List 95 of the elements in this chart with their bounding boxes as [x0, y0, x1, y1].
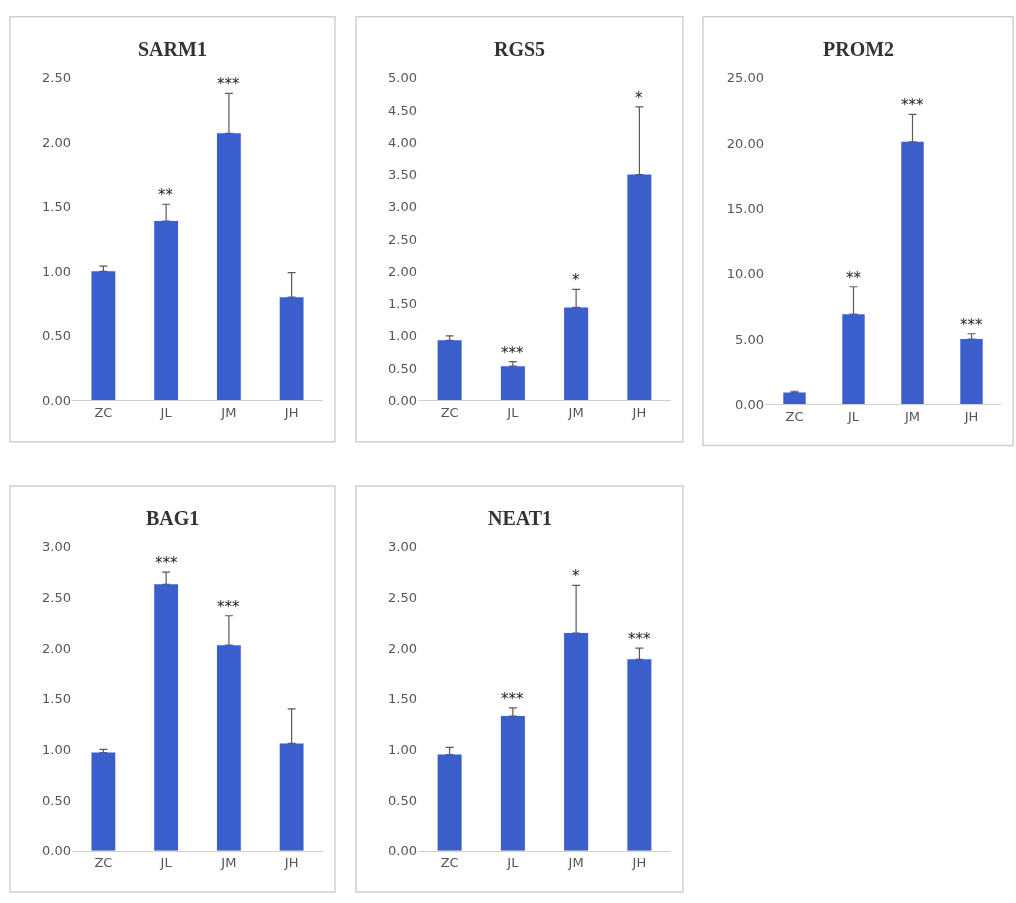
x-tick-label: ZC	[440, 404, 459, 420]
y-tick-label: 1.50	[42, 199, 71, 215]
bar	[842, 314, 865, 405]
x-tick-label: JH	[283, 404, 299, 420]
y-tick-label: 10.00	[726, 266, 764, 282]
y-tick-label: 2.00	[42, 640, 71, 656]
annotation: ***	[901, 96, 924, 114]
y-tick-label: 0.00	[42, 843, 71, 859]
y-tick-label: 3.00	[388, 539, 417, 555]
bar	[437, 340, 462, 401]
x-tick-label: JL	[159, 404, 173, 420]
y-tick-label: 20.00	[726, 135, 764, 151]
x-tick-label: JL	[506, 404, 520, 420]
x-tick-label: ZC	[94, 855, 113, 871]
y-tick-label: 2.00	[42, 134, 71, 150]
y-tick-label: 0.50	[388, 360, 417, 376]
y-tick-label: 0.50	[42, 792, 71, 808]
annotation: *	[572, 271, 580, 289]
bar	[564, 307, 589, 401]
bar	[154, 584, 179, 851]
y-tick-label: 2.00	[388, 263, 417, 279]
bar	[154, 221, 179, 401]
x-tick-label: ZC	[440, 855, 459, 871]
bar	[627, 174, 652, 401]
bar	[627, 659, 652, 851]
y-tick-label: 1.50	[388, 296, 417, 312]
bar	[500, 366, 525, 401]
y-tick-label: 2.50	[42, 590, 71, 606]
annotation: ***	[217, 598, 240, 616]
bar	[564, 632, 589, 851]
x-tick-label: JL	[846, 408, 860, 424]
y-tick-label: 2.50	[388, 590, 417, 606]
bar	[960, 338, 983, 405]
annotation: ***	[155, 554, 178, 572]
annotation: ***	[628, 630, 651, 648]
y-tick-label: 1.00	[42, 742, 71, 758]
x-tick-label: JL	[506, 855, 520, 871]
bar	[216, 133, 241, 401]
x-tick-label: JH	[631, 404, 647, 420]
chart-title: RGS5	[494, 38, 546, 60]
y-tick-label: 0.00	[388, 392, 417, 408]
y-tick-label: 1.50	[388, 691, 417, 707]
y-tick-label: 0.50	[388, 792, 417, 808]
annotation: ***	[217, 75, 240, 93]
y-tick-label: 0.00	[388, 843, 417, 859]
bar	[279, 743, 304, 851]
x-tick-label: JH	[631, 855, 647, 871]
y-tick-label: 0.00	[42, 392, 71, 408]
y-tick-label: 1.00	[388, 328, 417, 344]
chart-title: PROM2	[823, 38, 895, 60]
x-tick-label: ZC	[94, 404, 113, 420]
bar	[216, 645, 241, 851]
y-tick-label: 3.00	[42, 539, 71, 555]
y-tick-label: 15.00	[726, 200, 764, 216]
y-tick-label: 0.50	[42, 328, 71, 344]
x-tick-label: JL	[159, 855, 173, 871]
bar	[437, 754, 462, 851]
x-tick-label: JM	[567, 404, 584, 420]
x-tick-label: JM	[220, 855, 237, 871]
annotation: ***	[501, 344, 524, 362]
annotation: ***	[501, 690, 524, 708]
bar	[500, 716, 525, 851]
y-tick-label: 3.50	[388, 167, 417, 183]
annotation: **	[846, 269, 862, 287]
y-tick-label: 0.00	[735, 396, 764, 412]
chart-title: SARM1	[138, 38, 207, 60]
chart-title: BAG1	[146, 507, 200, 529]
y-tick-label: 1.00	[388, 742, 417, 758]
x-tick-label: JH	[283, 855, 299, 871]
y-tick-label: 5.00	[388, 70, 417, 86]
x-tick-label: JM	[903, 408, 921, 424]
y-tick-label: 5.00	[735, 331, 764, 347]
annotation: *	[635, 89, 643, 107]
y-tick-label: 4.00	[388, 134, 417, 150]
y-tick-label: 2.00	[388, 640, 417, 656]
x-tick-label: JM	[220, 404, 237, 420]
y-tick-label: 2.50	[388, 231, 417, 247]
bar	[91, 752, 116, 851]
x-tick-label: JM	[567, 855, 584, 871]
y-tick-label: 4.50	[388, 102, 417, 118]
y-tick-label: 3.00	[388, 199, 417, 215]
bar	[91, 271, 116, 401]
bar	[279, 297, 304, 401]
annotation: ***	[960, 316, 983, 334]
y-tick-label: 25.00	[726, 70, 764, 86]
x-tick-label: JH	[963, 408, 979, 424]
y-tick-label: 2.50	[42, 70, 71, 86]
annotation: *	[572, 567, 580, 585]
bar	[783, 392, 806, 405]
bar	[901, 141, 924, 405]
annotation: **	[158, 186, 174, 204]
y-tick-label: 1.00	[42, 263, 71, 279]
y-tick-label: 1.50	[42, 691, 71, 707]
x-tick-label: ZC	[785, 408, 804, 424]
chart-title: NEAT1	[488, 507, 553, 529]
